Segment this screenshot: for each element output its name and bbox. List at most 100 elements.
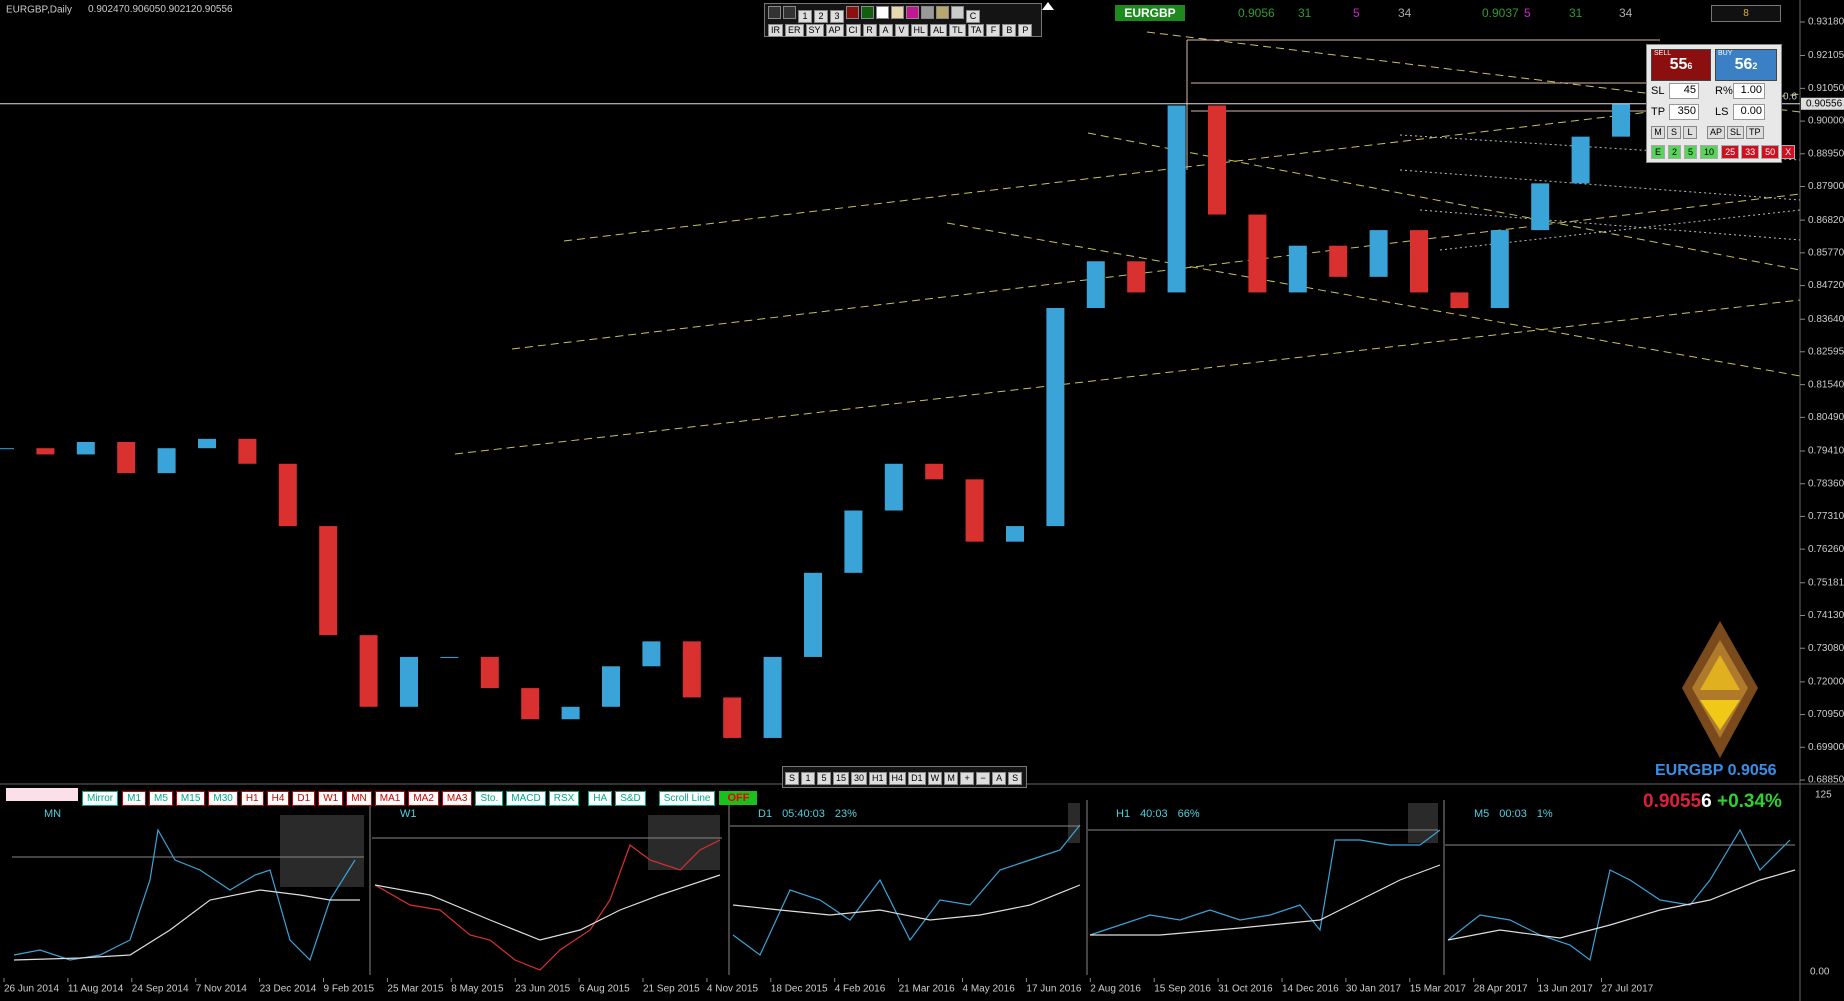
candle	[1086, 261, 1105, 309]
toolbar-button[interactable]: HL	[910, 24, 929, 37]
buy-label: BUY	[1718, 50, 1733, 57]
toolbar-button[interactable]: ER	[785, 24, 804, 37]
toolbar-button[interactable]: SY	[805, 24, 824, 37]
input-box[interactable]	[6, 788, 78, 801]
timeframe-button[interactable]: S	[785, 772, 799, 785]
lot-button[interactable]: 25	[1721, 145, 1740, 159]
indicator-button[interactable]: S&D	[615, 791, 646, 806]
toolbar-button[interactable]: F	[986, 24, 1001, 37]
indicator-button[interactable]: HA	[588, 791, 613, 806]
toolbar-button[interactable]: 3	[830, 10, 844, 23]
lot-button[interactable]: 5	[1684, 145, 1698, 159]
sell-button[interactable]: SELL 556	[1651, 49, 1711, 81]
tp-input[interactable]: 350	[1669, 104, 1699, 120]
timeframe-button[interactable]: M5	[149, 791, 173, 806]
timeframe-button[interactable]: W1	[318, 791, 344, 806]
timeframe-button[interactable]: W	[927, 772, 943, 785]
timeframe-button[interactable]: H1	[240, 791, 264, 806]
lot-button[interactable]: X	[1781, 145, 1796, 159]
order-button[interactable]: AP	[1707, 126, 1726, 139]
toolbar-button[interactable]: IR	[768, 24, 783, 37]
order-button[interactable]: SL	[1727, 126, 1745, 139]
toolbar-button[interactable]: TL	[949, 24, 966, 37]
y-tick-label: 0.85770	[1808, 247, 1844, 258]
candle	[1369, 230, 1388, 277]
scroll-button[interactable]: Scroll Line	[658, 791, 716, 806]
order-button[interactable]: S	[1667, 126, 1681, 139]
toolbar-button[interactable]: 2	[814, 10, 828, 23]
x-tick-label: 15 Sep 2016	[1154, 984, 1211, 995]
timeframe-button[interactable]: M1	[122, 791, 147, 806]
line-annotation: 0.6	[1783, 92, 1797, 103]
state-button[interactable]: OFF	[719, 791, 758, 805]
indicator-button[interactable]: MA3	[441, 791, 473, 806]
toolbar-button[interactable]: P	[1018, 24, 1033, 37]
symbol-value: 34	[1398, 6, 1412, 20]
indicator-button[interactable]: Sto.	[475, 791, 504, 806]
y-tick-label: 0.78360	[1808, 478, 1844, 489]
timeframe-button[interactable]: 15	[833, 772, 850, 785]
indicator-button[interactable]: MA2	[408, 791, 439, 806]
timeframe-button[interactable]: 30	[851, 772, 868, 785]
lot-button[interactable]: 33	[1741, 145, 1760, 159]
mini-label: H1	[1116, 808, 1131, 820]
y-tick-label: 0.90000	[1808, 116, 1844, 127]
lot-button[interactable]: 10	[1700, 145, 1719, 159]
candle	[844, 510, 863, 573]
y-tick-label: 0.75181	[1808, 577, 1844, 588]
order-button[interactable]: M	[1651, 126, 1665, 139]
indicator-button[interactable]: MA1	[374, 791, 406, 806]
ls-input[interactable]: 0.00	[1733, 104, 1765, 120]
lot-button[interactable]: E	[1651, 145, 1666, 159]
sl-input[interactable]: 45	[1669, 83, 1699, 99]
timeframe-button[interactable]: −	[976, 772, 991, 785]
buy-button[interactable]: BUY 562	[1715, 49, 1777, 81]
x-tick-label: 15 Mar 2017	[1410, 984, 1467, 995]
timeframe-button[interactable]: 1	[801, 772, 815, 785]
timeframe-button[interactable]: S	[1008, 772, 1023, 785]
indicator-button[interactable]: RSX	[548, 791, 580, 806]
timeframe-button[interactable]: M	[944, 772, 959, 785]
timeframe-button[interactable]: MN	[346, 791, 372, 806]
timeframe-button[interactable]: H4	[266, 791, 290, 806]
mini-label: W1	[400, 808, 417, 820]
toolbar-button[interactable]: A	[878, 24, 893, 37]
timeframe-button[interactable]: A	[992, 772, 1007, 785]
order-button[interactable]: L	[1683, 126, 1697, 139]
toolbar-button[interactable]: V	[894, 24, 909, 37]
toolbar-button[interactable]: CI	[845, 24, 861, 37]
timeframe-button[interactable]: H1	[869, 772, 887, 785]
lot-button[interactable]: 50	[1761, 145, 1780, 159]
timeframe-button[interactable]: H4	[888, 772, 907, 785]
toolbar-button[interactable]: C	[966, 10, 980, 23]
ohlc: 0.902470.906050.902120.90556	[88, 4, 233, 15]
timeframe-button[interactable]: D1	[292, 791, 316, 806]
toolbar-button[interactable]: TA	[967, 24, 985, 37]
toolbar-button[interactable]: B	[1002, 24, 1017, 37]
y-tick-label: 0.72000	[1808, 677, 1844, 688]
timeframe-button[interactable]: M30	[208, 791, 238, 806]
toolbar-button[interactable]: AP	[825, 24, 844, 37]
risk-input[interactable]: 1.00	[1733, 83, 1765, 99]
timeframe-button[interactable]: +	[960, 772, 975, 785]
timeframe-button[interactable]: M15	[175, 791, 206, 806]
lot-button[interactable]: 2	[1668, 145, 1682, 159]
order-buttons: M S L AP SL TP	[1651, 126, 1766, 139]
alert-count[interactable]: 8	[1711, 5, 1781, 22]
symbol-badge[interactable]: EURGBP	[1115, 5, 1185, 21]
ohlc-value: 0.90605	[124, 4, 161, 15]
order-button[interactable]: TP	[1746, 126, 1764, 139]
mirror-button[interactable]: Mirror	[82, 791, 119, 806]
toolbar-button[interactable]: R	[862, 24, 877, 37]
timeframe-button[interactable]: D1	[908, 772, 926, 785]
mini-label: W1	[400, 808, 427, 820]
timeframe-button[interactable]: 5	[817, 772, 831, 785]
toolbar-button[interactable]: AL	[930, 24, 948, 37]
x-tick-label: 18 Dec 2015	[771, 984, 828, 995]
toolbar-button[interactable]: 1	[798, 10, 812, 23]
y-tick-label: 0.79410	[1808, 446, 1844, 457]
collapse-arrow[interactable]	[1042, 2, 1054, 10]
indicator-button[interactable]: MACD	[506, 791, 546, 806]
